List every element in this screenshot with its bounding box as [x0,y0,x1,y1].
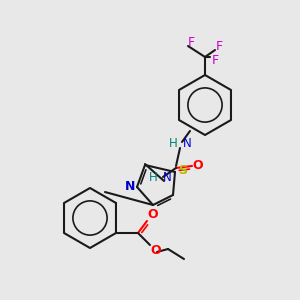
Text: F: F [188,37,195,50]
Text: N: N [125,181,135,194]
Text: N: N [183,137,192,151]
Text: O: O [193,160,203,172]
Text: N: N [163,172,172,184]
Text: O: O [148,208,158,221]
Text: S: S [178,164,188,178]
Text: O: O [151,244,161,257]
Text: F: F [215,40,223,53]
Text: H: H [169,137,178,151]
Text: F: F [212,55,219,68]
Text: H: H [149,172,158,184]
